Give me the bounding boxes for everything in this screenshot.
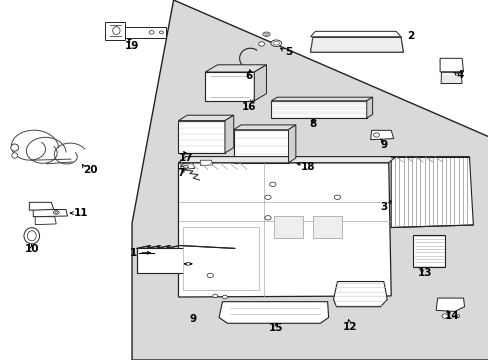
Text: 10: 10 [24,244,39,254]
Text: 9: 9 [380,140,386,150]
Text: 5: 5 [285,47,291,57]
Polygon shape [333,282,386,307]
Polygon shape [440,72,461,84]
Text: 17: 17 [178,153,193,163]
Polygon shape [224,115,233,153]
Ellipse shape [441,314,447,318]
Polygon shape [254,65,266,101]
Polygon shape [312,216,342,238]
Text: 18: 18 [300,162,315,172]
Polygon shape [105,22,124,40]
Ellipse shape [270,40,281,46]
Polygon shape [137,248,234,273]
Polygon shape [35,217,56,225]
Ellipse shape [11,144,19,151]
Bar [183,227,259,290]
Ellipse shape [222,295,227,299]
Ellipse shape [272,41,279,45]
Text: 8: 8 [309,119,316,129]
Ellipse shape [264,216,270,220]
Ellipse shape [212,294,217,298]
Polygon shape [366,97,372,118]
Ellipse shape [454,314,459,318]
Polygon shape [435,298,464,311]
Text: 3: 3 [380,202,387,212]
Ellipse shape [183,165,188,168]
Polygon shape [178,121,224,153]
Ellipse shape [244,67,252,72]
Text: 7: 7 [177,168,184,178]
Text: 1: 1 [129,248,136,258]
Text: 16: 16 [242,102,256,112]
Ellipse shape [149,31,154,34]
Text: 14: 14 [444,311,459,321]
Polygon shape [33,210,67,217]
Ellipse shape [269,182,275,186]
Ellipse shape [55,212,58,213]
Ellipse shape [159,31,163,34]
Polygon shape [219,302,328,323]
Polygon shape [310,37,403,52]
Text: 12: 12 [342,322,356,332]
Polygon shape [205,72,254,101]
Polygon shape [370,130,393,140]
Ellipse shape [12,153,18,158]
Polygon shape [205,65,266,72]
Bar [412,235,444,267]
Polygon shape [233,125,295,130]
Text: 4: 4 [455,69,463,80]
Polygon shape [107,27,166,38]
Polygon shape [178,157,395,163]
Text: 19: 19 [124,41,139,51]
Ellipse shape [24,228,40,244]
Polygon shape [233,130,288,163]
Polygon shape [271,101,366,118]
Ellipse shape [264,33,268,35]
Text: 15: 15 [268,323,283,333]
Polygon shape [29,202,54,210]
Text: 20: 20 [83,165,98,175]
Ellipse shape [27,231,36,241]
Text: 11: 11 [73,208,88,218]
Ellipse shape [53,211,59,214]
Polygon shape [200,160,212,166]
Ellipse shape [373,133,379,137]
Polygon shape [181,164,194,169]
Polygon shape [273,216,303,238]
Ellipse shape [207,273,213,278]
Ellipse shape [258,42,264,46]
Polygon shape [288,125,295,163]
Polygon shape [310,31,400,37]
Ellipse shape [264,195,270,199]
Text: 13: 13 [417,267,432,278]
Polygon shape [439,58,463,72]
Text: 6: 6 [245,71,252,81]
Text: 2: 2 [407,31,413,41]
Ellipse shape [263,32,270,36]
Ellipse shape [112,27,120,35]
Polygon shape [178,163,390,297]
Polygon shape [390,157,472,228]
Text: 9: 9 [189,314,196,324]
Polygon shape [271,97,372,101]
Polygon shape [132,0,488,360]
Ellipse shape [333,195,340,199]
Polygon shape [178,115,233,121]
